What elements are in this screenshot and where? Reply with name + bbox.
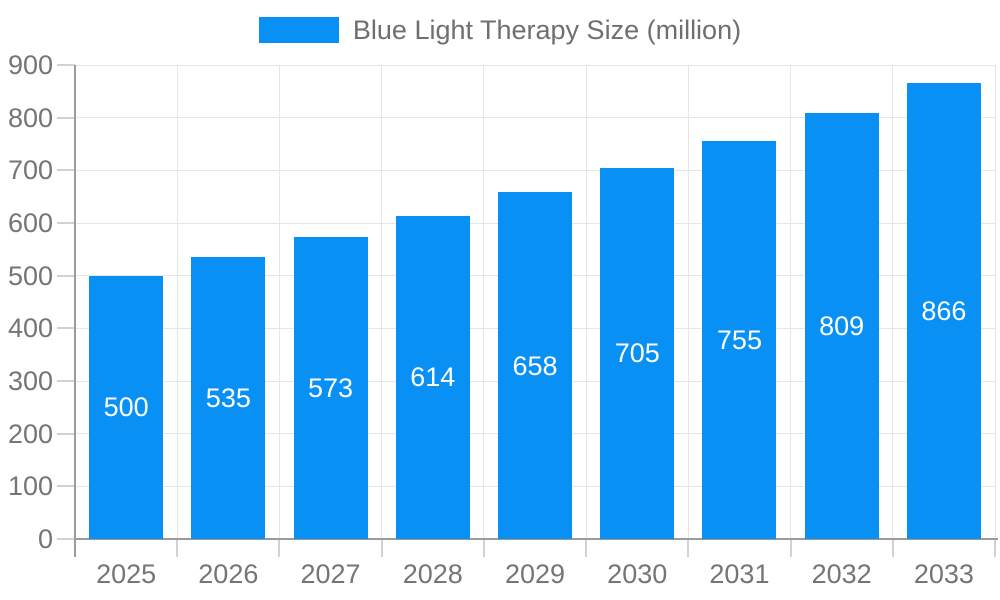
y-axis-line bbox=[74, 65, 76, 557]
x-axis-label: 2027 bbox=[300, 559, 361, 589]
y-axis-label: 700 bbox=[7, 155, 53, 186]
bar-value-label: 705 bbox=[614, 338, 660, 369]
y-axis-label: 800 bbox=[7, 102, 53, 133]
bar-2032 bbox=[804, 112, 879, 539]
y-tick bbox=[57, 327, 75, 330]
y-tick bbox=[57, 64, 75, 66]
bar-2031 bbox=[702, 141, 777, 539]
x-tick bbox=[380, 539, 383, 557]
bar-2030 bbox=[600, 167, 675, 539]
legend-swatch bbox=[258, 17, 339, 43]
x-gridline bbox=[381, 65, 383, 539]
bar-2025 bbox=[89, 275, 164, 539]
y-tick bbox=[57, 274, 75, 277]
x-axis-label: 2033 bbox=[913, 559, 974, 589]
legend: Blue Light Therapy Size (million) bbox=[0, 13, 1000, 47]
y-axis-label: 100 bbox=[7, 471, 53, 502]
y-axis-label: 900 bbox=[7, 50, 53, 80]
y-axis-label: 500 bbox=[7, 260, 53, 291]
y-tick bbox=[57, 432, 75, 435]
y-gridline bbox=[75, 117, 995, 119]
x-axis-label: 2028 bbox=[402, 559, 463, 589]
x-axis-label: 2029 bbox=[504, 559, 566, 589]
x-axis-label: 2030 bbox=[607, 559, 668, 589]
y-tick bbox=[57, 222, 75, 224]
x-axis-label: 2032 bbox=[811, 559, 872, 589]
bar-value-label: 500 bbox=[103, 392, 149, 423]
x-gridline bbox=[483, 65, 485, 539]
x-gridline bbox=[278, 65, 280, 539]
y-gridline bbox=[75, 169, 995, 171]
x-tick bbox=[482, 539, 485, 557]
bar-2029 bbox=[498, 192, 572, 539]
y-axis-label: 300 bbox=[7, 366, 53, 396]
bar-2026 bbox=[191, 257, 266, 539]
bar-value-label: 866 bbox=[921, 295, 967, 326]
y-axis-label: 0 bbox=[37, 524, 53, 554]
bar-value-label: 755 bbox=[716, 325, 762, 356]
x-gridline bbox=[687, 65, 689, 539]
y-tick bbox=[57, 485, 75, 488]
x-tick bbox=[789, 539, 792, 557]
x-gridline bbox=[790, 65, 792, 539]
x-gridline bbox=[994, 65, 996, 539]
x-axis-line bbox=[75, 538, 998, 540]
y-tick bbox=[57, 538, 75, 540]
bar-2027 bbox=[293, 237, 368, 539]
y-gridline bbox=[75, 64, 995, 66]
x-tick bbox=[278, 539, 281, 557]
x-axis-label: 2025 bbox=[96, 559, 157, 589]
x-gridline bbox=[892, 65, 894, 539]
x-tick bbox=[994, 539, 996, 557]
x-tick bbox=[687, 539, 690, 557]
y-tick bbox=[57, 169, 75, 172]
y-axis-label: 600 bbox=[7, 208, 53, 238]
legend-label: Blue Light Therapy Size (million) bbox=[352, 14, 742, 45]
bar-value-label: 658 bbox=[512, 350, 558, 381]
x-tick bbox=[176, 539, 179, 557]
y-axis-label: 200 bbox=[7, 418, 53, 449]
y-tick bbox=[57, 380, 75, 382]
y-tick bbox=[57, 116, 75, 119]
y-axis-label: 400 bbox=[7, 313, 53, 344]
bar-value-label: 535 bbox=[205, 383, 251, 414]
bar-value-label: 573 bbox=[308, 373, 354, 404]
x-tick bbox=[585, 539, 588, 557]
bar-2033 bbox=[906, 82, 981, 539]
x-tick bbox=[891, 539, 894, 557]
x-gridline bbox=[585, 65, 587, 539]
x-gridline bbox=[176, 65, 178, 539]
bar-2028 bbox=[395, 215, 470, 539]
bar-value-label: 614 bbox=[410, 362, 456, 393]
bar-value-label: 809 bbox=[819, 310, 865, 341]
x-axis-label: 2031 bbox=[709, 559, 770, 589]
x-axis-label: 2026 bbox=[198, 559, 259, 589]
